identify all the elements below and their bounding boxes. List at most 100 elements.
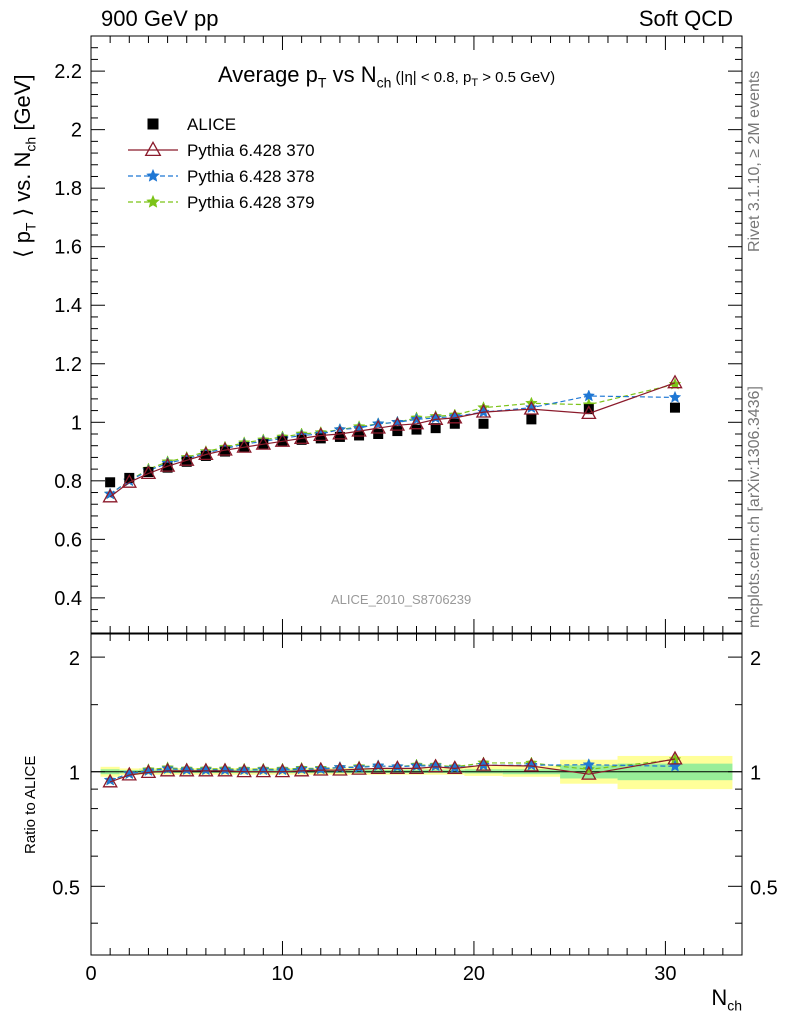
point-pythia-6-428-370	[102, 488, 118, 503]
point-pythia-6-428-370	[159, 457, 176, 472]
point-pythia-6-428-370	[370, 419, 387, 434]
y-tick-label: 2.2	[54, 61, 82, 83]
ratio-point-pythia-6-428-378	[218, 763, 232, 776]
ratio-point-pythia-6-428-370	[581, 765, 597, 780]
ratio-point-pythia-6-428-370	[475, 756, 492, 771]
point-pythia-6-428-370	[408, 415, 425, 430]
legend: ALICE Pythia 6.428 370 Pythia 6.428 378 Pyt…	[128, 115, 315, 212]
side-text-top: Rivet 3.1.10, ≥ 2M events	[746, 70, 763, 252]
x-tick-label: 0	[85, 963, 96, 985]
y-tick-label: 2	[71, 120, 82, 142]
ratio-point-pythia-6-428-378	[314, 762, 328, 775]
ratio-point-pythia-6-428-370	[102, 773, 118, 788]
main-panel-frame	[90, 35, 743, 634]
point-alice	[296, 434, 307, 445]
series-line-pythia-6-428-379	[109, 383, 676, 495]
y-axis-label: ⟨ pT ⟩ vs. Nch [GeV]	[10, 74, 39, 258]
ratio-point-pythia-6-428-370	[255, 763, 272, 778]
point-pythia-6-428-370	[178, 451, 195, 466]
point-alice	[669, 402, 680, 413]
ratio-y-tick-label-right: 1	[750, 763, 761, 785]
point-alice	[105, 477, 116, 488]
point-alice	[124, 472, 135, 483]
point-alice	[449, 418, 460, 429]
point-alice	[200, 450, 211, 461]
ratio-point-pythia-6-428-370	[446, 760, 463, 774]
point-alice	[478, 418, 489, 429]
point-pythia-6-428-370	[236, 438, 252, 453]
point-alice	[583, 404, 594, 415]
point-pythia-6-428-370	[332, 425, 348, 440]
legend-label-pythia-6-428-370: Pythia 6.428 370	[187, 141, 315, 160]
point-pythia-6-428-370	[446, 409, 463, 424]
point-alice	[162, 462, 173, 473]
ratio-panel-border	[90, 633, 743, 956]
point-pythia-6-428-370	[389, 416, 406, 431]
point-alice	[373, 429, 384, 439]
ratio-y-tick-label: 1	[69, 763, 80, 785]
point-pythia-6-428-378	[668, 390, 682, 403]
legend-label-alice: ALICE	[187, 115, 236, 134]
point-pythia-6-428-378	[582, 389, 596, 402]
ratio-point-pythia-6-428-370	[236, 763, 252, 778]
x-axis-label: Nch	[711, 985, 742, 1014]
ratio-point-pythia-6-428-378	[448, 760, 462, 774]
legend-marker-alice	[147, 118, 159, 130]
ratio-panel-frame	[90, 633, 743, 956]
ratio-y-tick-label-right: 0.5	[750, 877, 778, 899]
ratio-point-pythia-6-428-370	[198, 762, 214, 777]
chart-title: Average pT vs Nch (|η| < 0.8, pT > 0.5 G…	[218, 62, 556, 91]
ratio-point-pythia-6-428-370	[121, 766, 138, 781]
x-tick-label: 30	[654, 963, 676, 985]
ratio-point-pythia-6-428-370	[523, 757, 540, 772]
ratio-line-pythia-6-428-370	[109, 758, 676, 783]
header-right: Soft QCD	[638, 6, 733, 31]
point-pythia-6-428-370	[121, 473, 138, 488]
point-alice	[181, 456, 192, 467]
ratio-y-tick-label: 0.5	[52, 877, 80, 899]
series-line-pythia-6-428-370	[109, 382, 676, 498]
header-left: 900 GeV pp	[101, 6, 219, 31]
ratio-point-pythia-6-428-378	[142, 764, 155, 777]
point-pythia-6-428-370	[351, 422, 367, 437]
ratio-point-pythia-6-428-370	[408, 760, 425, 774]
legend-marker-pythia-6-428-370	[144, 140, 162, 157]
point-pythia-6-428-370	[293, 430, 310, 444]
y-tick-label: 0.8	[54, 471, 82, 493]
watermark: ALICE_2010_S8706239	[331, 592, 472, 607]
ratio-y-axis-label: Ratio to ALICE	[22, 755, 39, 854]
ratio-series-layer	[102, 750, 683, 788]
ratio-point-pythia-6-428-370	[293, 762, 310, 777]
point-alice	[334, 431, 345, 442]
ratio-point-pythia-6-428-370	[217, 762, 233, 777]
point-pythia-6-428-370	[140, 465, 157, 480]
ratio-point-pythia-6-428-370	[159, 762, 176, 777]
point-pythia-6-428-370	[427, 411, 444, 425]
ratio-point-pythia-6-428-370	[332, 761, 348, 776]
side-text-bottom: mcplots.cern.ch [arXiv:1306.3436]	[746, 386, 763, 628]
legend-label-pythia-6-428-379: Pythia 6.428 379	[187, 193, 315, 212]
point-alice	[526, 414, 537, 425]
ratio-point-pythia-6-428-370	[389, 760, 406, 774]
ratio-point-pythia-6-428-370	[178, 762, 195, 777]
point-pythia-6-428-370	[523, 400, 540, 415]
ratio-point-pythia-6-428-370	[140, 764, 157, 779]
ratio-point-pythia-6-428-370	[351, 760, 367, 775]
point-alice	[143, 467, 154, 478]
main-series-layer	[102, 374, 683, 503]
point-alice	[220, 446, 231, 457]
y-tick-label: 1	[71, 412, 82, 434]
ratio-point-pythia-6-428-378	[103, 773, 117, 786]
ratio-point-pythia-6-428-370	[667, 750, 683, 765]
point-pythia-6-428-370	[667, 374, 683, 389]
ratio-point-pythia-6-428-378	[180, 763, 194, 776]
legend-marker-pythia-6-428-378	[146, 168, 160, 182]
tick-labels: 0 10 20 30 0.4 0.6 0.8 1 1.2 1.4 1.6 1.8 2 2.2 0.5 0.5 1…	[52, 61, 778, 985]
y-tick-label: 0.4	[54, 588, 82, 610]
ratio-point-pythia-6-428-378	[525, 758, 538, 771]
ratio-point-pythia-6-428-370	[370, 760, 387, 774]
x-tick-label: 10	[271, 963, 293, 985]
ratio-point-pythia-6-428-370	[427, 758, 444, 773]
point-alice	[430, 423, 441, 434]
